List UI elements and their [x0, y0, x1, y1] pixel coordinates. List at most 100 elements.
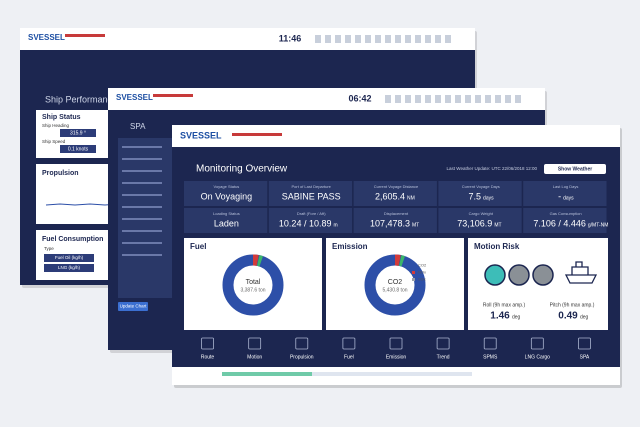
info-card: [268, 181, 353, 206]
value: 315.9 °: [70, 130, 86, 136]
panel-title: Fuel Consumption: [42, 236, 103, 243]
info-card: [523, 208, 607, 233]
nav-icon: [248, 337, 262, 350]
top-bar-indicator: [335, 35, 341, 43]
info-card: [353, 181, 437, 206]
top-bar: [108, 88, 545, 110]
nav-label[interactable]: Propulsion: [290, 354, 314, 360]
legend-label: CO2: [418, 263, 427, 268]
panel-line: [122, 194, 162, 196]
label: Type: [44, 246, 54, 251]
value-box: [60, 145, 96, 153]
card-value: 2,605.4: [375, 191, 405, 201]
motion-unit: deg: [580, 314, 589, 320]
info-card: [268, 208, 353, 233]
donut-segment: [364, 254, 426, 316]
card-label: Current Voyage Days: [462, 184, 500, 189]
card-label: Current Voyage Distance: [374, 184, 419, 189]
card-value: On Voyaging: [201, 191, 253, 201]
status-strip: [232, 133, 282, 136]
card-unit: NM: [407, 195, 415, 201]
donut-segment: [222, 254, 284, 316]
top-bar-indicator: [375, 35, 381, 43]
value-box: [60, 129, 96, 137]
donut-label: CO2: [388, 279, 403, 286]
panel-title: Motion Risk: [474, 242, 520, 251]
top-bar-indicator: [445, 95, 451, 103]
motion-unit: deg: [512, 314, 521, 320]
panel-line: [122, 182, 162, 184]
panel-line: [122, 242, 162, 244]
top-bar-indicator: [515, 95, 521, 103]
legend-swatch: [412, 278, 415, 281]
card-label: Draft (Fore / Aft): [297, 211, 326, 216]
card-value: 107,478.3: [370, 218, 410, 228]
weather-button-label[interactable]: Show Weather: [558, 166, 592, 172]
card-label: Cargo Weight: [469, 211, 494, 216]
card-unit: MT: [494, 222, 501, 228]
panel-title: Ship Status: [42, 114, 81, 121]
logo: SVESSEL: [28, 33, 65, 42]
card-label: Port of Last Departure: [292, 184, 332, 189]
top-bar-indicator: [395, 35, 401, 43]
motion-value: 1.46: [490, 311, 510, 322]
value-box: [44, 254, 94, 262]
nav-label[interactable]: Fuel: [344, 354, 354, 360]
value: 0.1 knots: [68, 146, 89, 152]
logo: SVESSEL: [116, 93, 153, 102]
donut-value: 3,387.6 ton: [240, 287, 265, 293]
top-bar-indicator: [365, 35, 371, 43]
status-strip: [65, 34, 105, 37]
ship-icon: [564, 261, 598, 284]
row-label: Fuel Oil (kg/h): [55, 255, 84, 260]
top-bar-indicator: [385, 95, 391, 103]
info-card: [184, 208, 268, 233]
card-label: Loading Status: [213, 211, 240, 216]
top-bar-indicator: [485, 95, 491, 103]
panel-title: Propulsion: [42, 170, 79, 177]
label: Ship Speed: [42, 139, 66, 144]
card-unit: days: [563, 195, 574, 201]
top-bar-indicator: [355, 35, 361, 43]
top-bar-indicator: [505, 95, 511, 103]
top-bar-indicator: [385, 35, 391, 43]
top-bar-indicator: [425, 95, 431, 103]
button: [118, 302, 148, 311]
panel-line: [122, 146, 162, 148]
nav-label[interactable]: Emission: [386, 354, 407, 360]
nav-icon: [436, 337, 450, 350]
top-bar-indicator: [425, 35, 431, 43]
top-bar-indicator: [345, 35, 351, 43]
legend-swatch: [412, 271, 415, 274]
nav-label[interactable]: SPMS: [483, 354, 498, 360]
top-bar-indicator: [405, 35, 411, 43]
panel-title: Fuel: [190, 242, 206, 251]
button-label[interactable]: Update Chart: [120, 304, 148, 309]
panel-line: [122, 170, 162, 172]
row-label: LNG (kg/h): [58, 265, 81, 270]
weather-button[interactable]: [544, 164, 606, 174]
top-bar-indicator: [325, 35, 331, 43]
nav-icon: [201, 337, 214, 350]
nav-label[interactable]: LNG Cargo: [525, 354, 551, 360]
nav-label[interactable]: Motion: [247, 354, 262, 360]
donut-label: Total: [246, 279, 261, 286]
nav-icon: [483, 337, 497, 350]
nav-label[interactable]: Trend: [437, 354, 450, 360]
nav-icon: [530, 337, 544, 350]
card-value: 73,106.9: [457, 218, 492, 228]
legend-swatch: [412, 264, 415, 267]
nav-label[interactable]: SPA: [580, 354, 590, 360]
donut-segment: [364, 254, 426, 316]
legend-label: NOx: [418, 270, 426, 275]
panel-line: [122, 254, 162, 256]
panel-title: Emission: [332, 242, 368, 251]
motion-label: Roll (9h max amp.): [483, 302, 526, 308]
donut-segment: [222, 254, 284, 316]
card-value: SABINE PASS: [282, 191, 341, 201]
motion-value: 0.49: [558, 311, 578, 322]
info-card: [523, 181, 607, 206]
nav-icon: [295, 337, 309, 350]
donut-value: 5,430.8 ton: [382, 287, 407, 293]
nav-label[interactable]: Route: [201, 354, 215, 360]
